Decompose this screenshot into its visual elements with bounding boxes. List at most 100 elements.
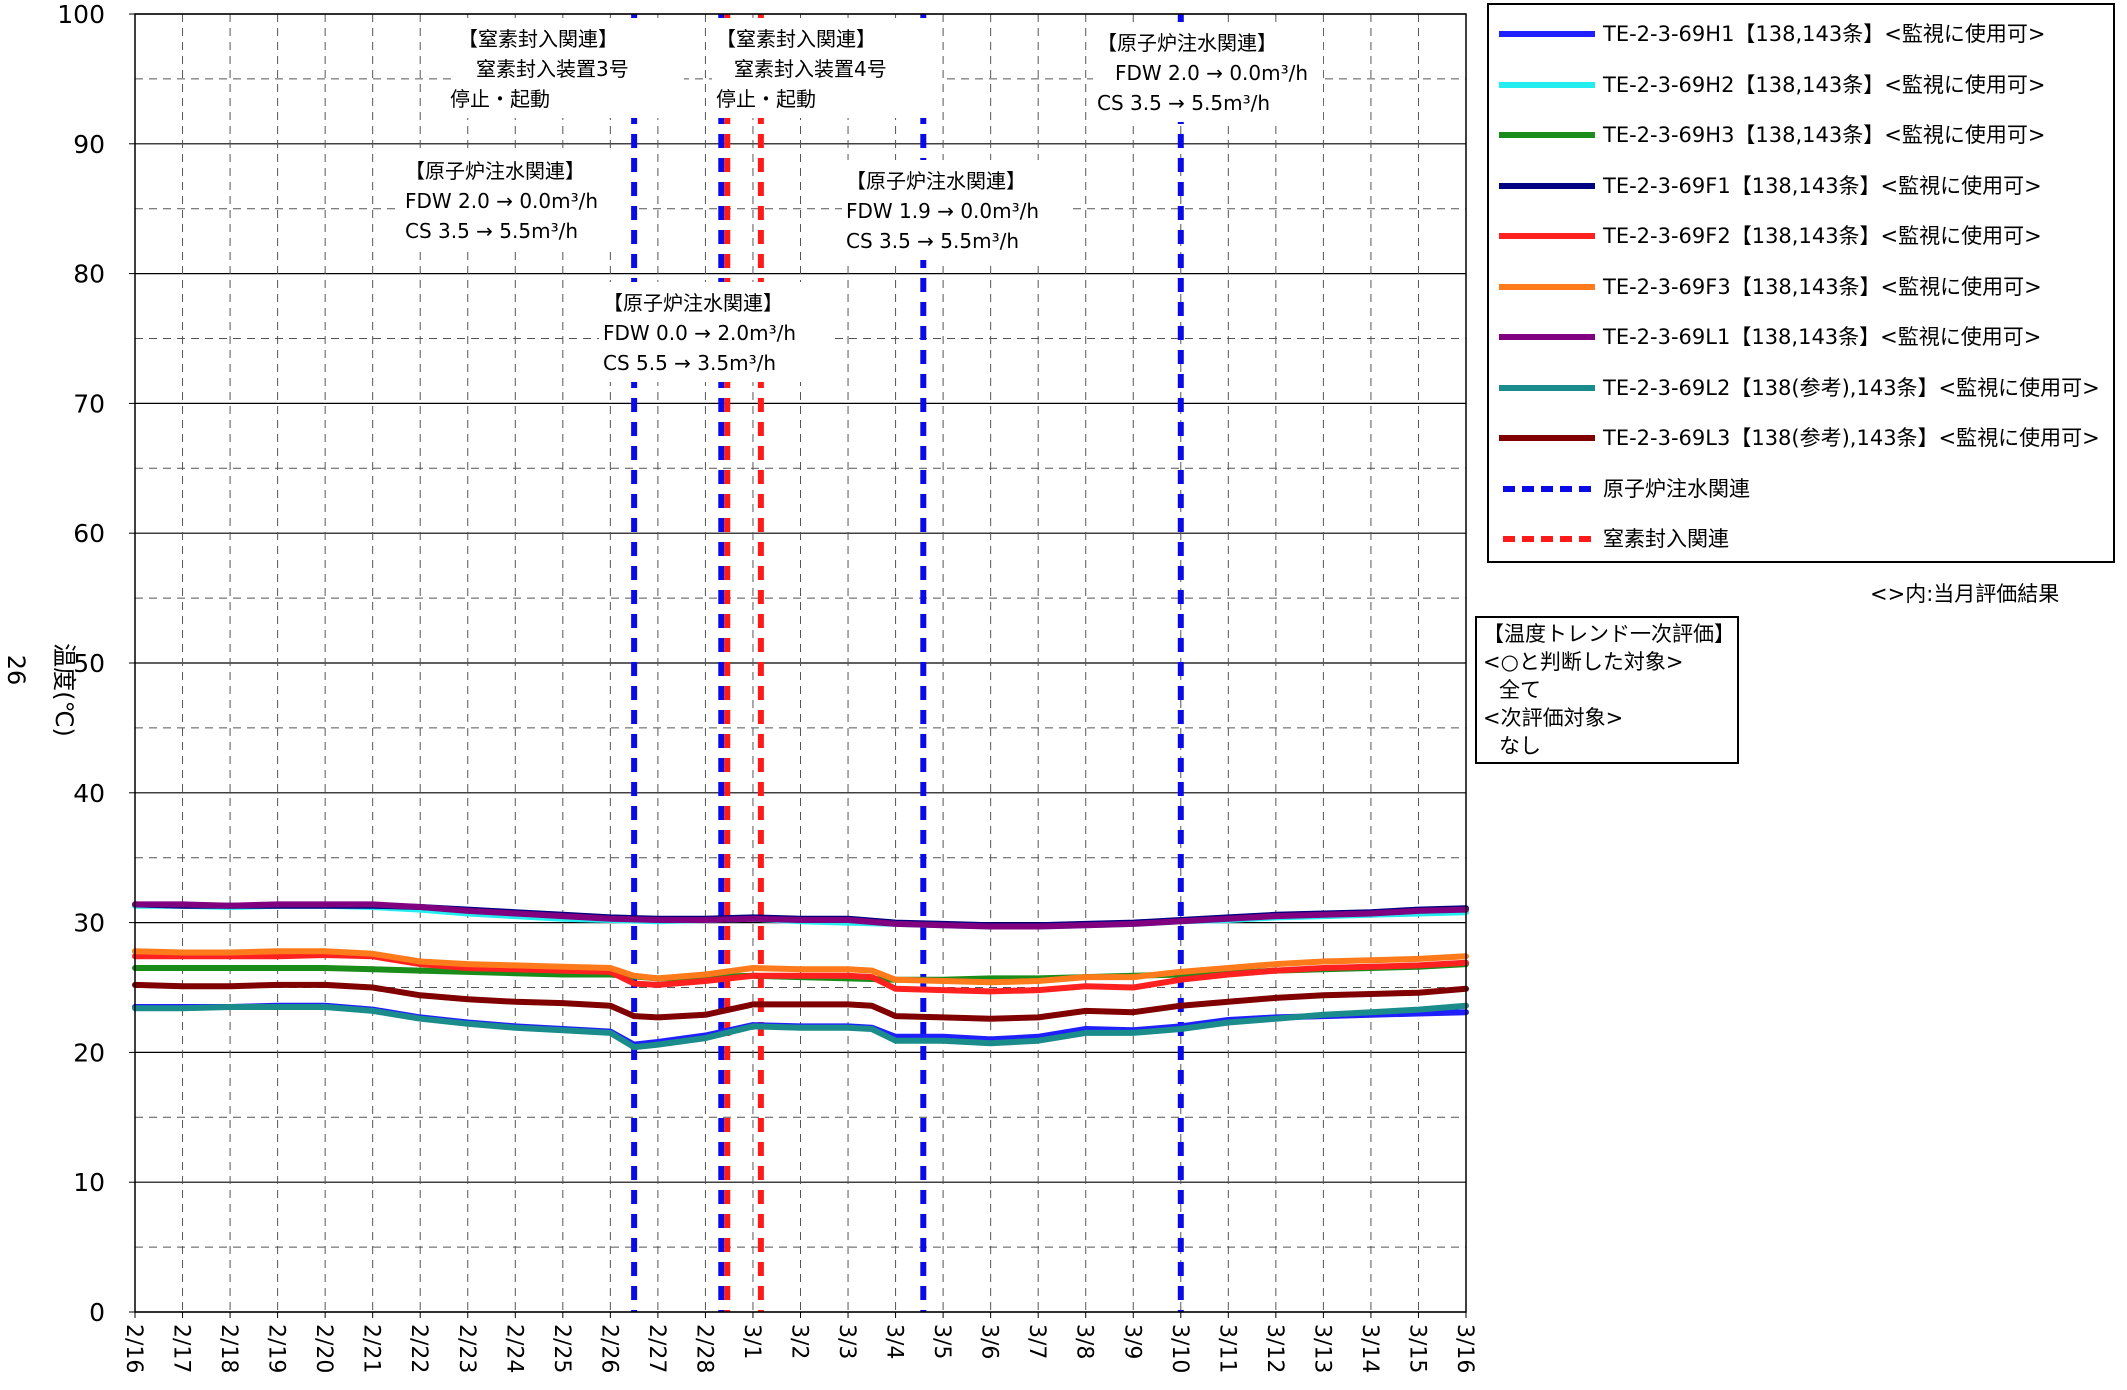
x-tick-label: 3/14	[1357, 1324, 1382, 1373]
x-tick-label: 3/4	[882, 1324, 907, 1359]
annotation-text: CS 3.5 → 5.5m³/h	[846, 229, 1019, 253]
grid	[135, 13, 1466, 1313]
legend-swatch	[1499, 283, 1595, 290]
legend-swatch	[1499, 132, 1595, 138]
annotation-text: 停止・起動	[716, 87, 816, 111]
x-tick-label: 2/23	[454, 1324, 479, 1373]
legend-swatch	[1503, 536, 1591, 542]
x-tick-label: 3/9	[1119, 1324, 1144, 1359]
annotations: 【原子炉注水関連】 FDW 2.0 → 0.0m³/h CS 3.5 → 5.5m³…	[401, 18, 1323, 382]
x-tick-label: 3/1	[739, 1324, 764, 1359]
legend-item: TE-2-3-69L1【138,143条】<監視に使用可>	[1489, 316, 2113, 356]
annotation-text: 【原子炉注水関連】	[603, 291, 783, 315]
annotation-bg	[401, 150, 631, 250]
series-line	[132, 1002, 1469, 1051]
x-tick-label: 2/20	[311, 1324, 336, 1373]
legend-swatch	[1499, 384, 1595, 391]
x-tick-label: 2/25	[549, 1324, 574, 1373]
legend-label: TE-2-3-69H2【138,143条】<監視に使用可>	[1603, 72, 2046, 97]
evaluation-line-3: <次評価対象>	[1483, 706, 1624, 730]
x-tick-label: 3/2	[787, 1324, 812, 1359]
legend-swatch	[1499, 31, 1595, 37]
legend-label: TE-2-3-69F2【138,143条】<監視に使用可>	[1603, 224, 2042, 248]
legend-item: TE-2-3-69F3【138,143条】<監視に使用可>	[1489, 266, 2113, 306]
y-tick-label: 70	[73, 389, 105, 418]
legend: TE-2-3-69H1【138,143条】<監視に使用可> TE-2-3-69H2…	[1487, 3, 2115, 563]
legend-label: TE-2-3-69L1【138,143条】<監視に使用可>	[1603, 325, 2042, 349]
annotation-bg	[454, 18, 684, 118]
x-tick-label: 3/16	[1452, 1324, 1477, 1373]
annotation-text: CS 3.5 → 5.5m³/h	[1097, 91, 1270, 115]
legend-label: TE-2-3-69F3【138,143条】<監視に使用可>	[1603, 274, 2042, 299]
event-lines	[631, 14, 1184, 1312]
y-tick-label: 100	[57, 0, 105, 29]
annotation-text: 【原子炉注水関連】	[1097, 31, 1277, 55]
axes: 0 10 20 30 40 50 60 70 80 90 100 2/16 2/17 2/18 2/19 2/…	[57, 0, 1477, 1373]
legend-label: TE-2-3-69L3【138(参考),143条】<監視に使用可>	[1603, 426, 2100, 450]
x-tick-label: 3/3	[834, 1324, 859, 1359]
y-tick-label: 60	[73, 519, 105, 548]
series-lines	[132, 901, 1469, 1051]
y-tick-label: 10	[73, 1168, 105, 1197]
annotation-text: FDW 1.9 → 0.0m³/h	[846, 199, 1039, 223]
legend-item: TE-2-3-69F1【138,143条】<監視に使用可>	[1489, 165, 2113, 205]
legend-swatch	[1499, 435, 1595, 441]
legend-label: 窒素封入関連	[1603, 527, 1729, 551]
x-tick-label: 2/16	[121, 1324, 146, 1373]
legend-item: 窒素封入関連	[1489, 518, 2113, 558]
evaluation-line-1: <○と判断した対象>	[1483, 650, 1684, 674]
annotation-bg	[599, 282, 829, 382]
legend-label: TE-2-3-69H1【138,143条】<監視に使用可>	[1603, 22, 2046, 46]
annotation-bg	[712, 18, 942, 118]
legend-item: TE-2-3-69H1【138,143条】<監視に使用可>	[1489, 13, 2113, 53]
legend-label: TE-2-3-69L2【138(参考),143条】<監視に使用可>	[1603, 375, 2100, 400]
legend-swatch	[1499, 182, 1595, 189]
legend-item: TE-2-3-69F2【138,143条】<監視に使用可>	[1489, 215, 2113, 255]
annotation-text: CS 5.5 → 3.5m³/h	[603, 351, 776, 375]
annotation-text: FDW 0.0 → 2.0m³/h	[603, 321, 796, 345]
series-line	[132, 901, 1469, 930]
x-tick-label: 3/8	[1072, 1324, 1097, 1359]
x-tick-label: 2/18	[216, 1324, 241, 1373]
legend-item: TE-2-3-69L2【138(参考),143条】<監視に使用可>	[1489, 367, 2113, 407]
legend-item: TE-2-3-69L3【138(参考),143条】<監視に使用可>	[1489, 417, 2113, 457]
annotation-text: FDW 2.0 → 0.0m³/h	[1115, 61, 1308, 85]
x-tick-label: 2/19	[264, 1324, 289, 1373]
x-tick-label: 2/17	[169, 1324, 194, 1373]
x-tick-label: 2/24	[501, 1324, 526, 1373]
y-tick-label: 50	[73, 649, 105, 678]
x-tick-label: 3/6	[977, 1324, 1002, 1359]
annotation-text: 【窒素封入関連】	[716, 27, 876, 51]
page-number: 26	[2, 655, 30, 686]
annotation-bg	[1093, 22, 1323, 122]
x-tick-label: 2/22	[406, 1324, 431, 1373]
legend-item: 原子炉注水関連	[1489, 468, 2113, 508]
series-line	[132, 948, 1469, 986]
legend-label: 原子炉注水関連	[1603, 476, 1750, 501]
annotation-bg	[842, 160, 1072, 260]
x-tick-label: 3/10	[1167, 1324, 1192, 1373]
legend-item: TE-2-3-69H2【138,143条】<監視に使用可>	[1489, 64, 2113, 104]
legend-swatch	[1503, 485, 1591, 492]
annotation-text: 停止・起動	[450, 87, 550, 111]
x-tick-label: 3/5	[929, 1324, 954, 1359]
annotation-text: 窒素封入装置3号	[476, 57, 629, 81]
annotation-text: CS 3.5 → 5.5m³/h	[405, 219, 578, 243]
x-tick-label: 3/12	[1262, 1324, 1287, 1373]
x-tick-label: 2/26	[596, 1324, 621, 1373]
x-tick-label: 2/27	[644, 1324, 669, 1373]
x-tick-label: 3/13	[1309, 1324, 1334, 1373]
x-tick-label: 3/7	[1024, 1324, 1049, 1359]
annotation-text: FDW 2.0 → 0.0m³/h	[405, 189, 598, 213]
y-tick-label: 0	[89, 1298, 105, 1327]
evaluation-box: 【温度トレンド一次評価】 <○と判断した対象> 全て <次評価対象> なし	[1475, 616, 1739, 764]
evaluation-note: <>内:当月評価結果	[1870, 582, 2060, 606]
x-tick-label: 2/28	[691, 1324, 716, 1373]
legend-swatch	[1499, 81, 1595, 88]
y-axis-label: 温度(℃)	[50, 643, 78, 737]
x-tick-label: 2/21	[359, 1324, 384, 1373]
y-tick-label: 90	[73, 130, 105, 159]
annotation-text: 【原子炉注水関連】	[405, 159, 585, 183]
y-tick-label: 80	[73, 260, 105, 289]
